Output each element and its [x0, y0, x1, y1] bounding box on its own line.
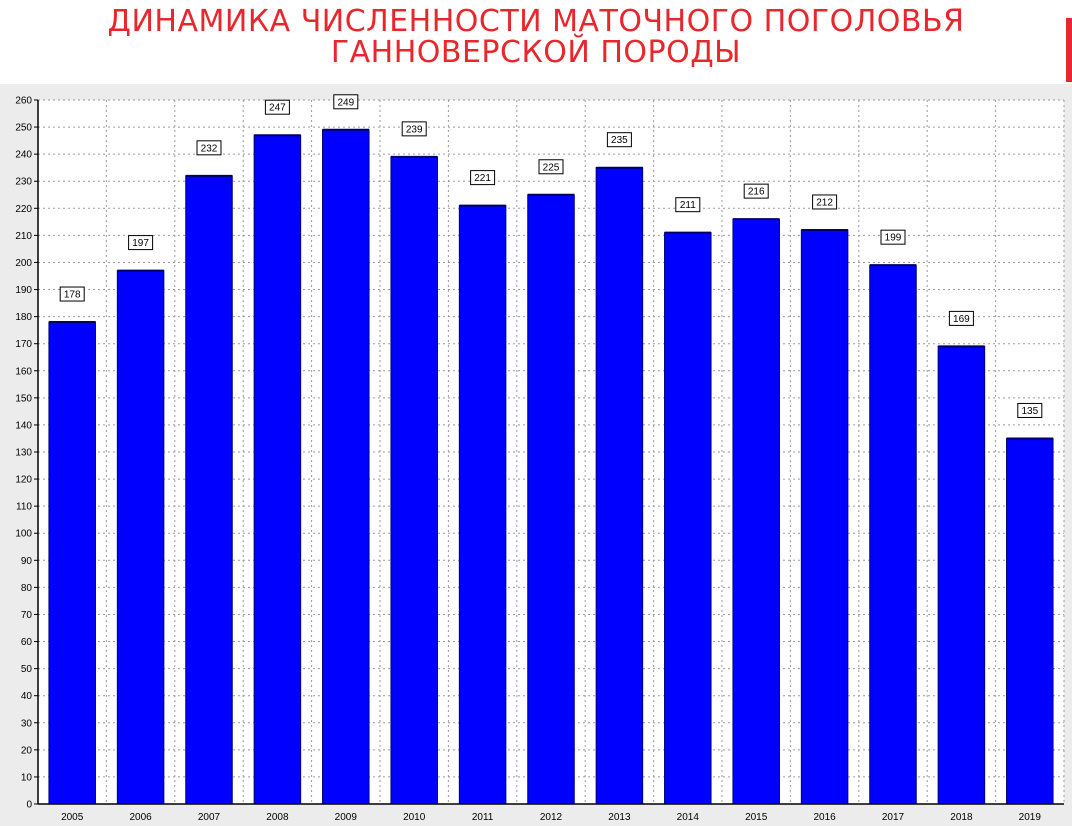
y-tick-label: 170 [15, 339, 32, 350]
x-tick-label: 2005 [61, 812, 84, 823]
data-label: 221 [474, 173, 491, 184]
data-label-box [538, 159, 564, 175]
data-label-box [812, 194, 838, 210]
x-tick-label: 2006 [129, 812, 152, 823]
data-label: 178 [64, 290, 81, 301]
data-label: 211 [680, 200, 696, 211]
data-label-box [196, 140, 222, 156]
data-label: 225 [543, 162, 560, 173]
y-tick-label: 200 [15, 258, 32, 269]
title-line-2: ГАННОВЕРСКОЙ ПОРОДЫ [330, 35, 742, 70]
bar [390, 156, 438, 805]
y-tick-label: 210 [15, 231, 32, 242]
y-tick-label: 240 [15, 150, 32, 161]
data-label-box [59, 286, 85, 302]
y-tick-label: 100 [15, 529, 32, 540]
data-label-box [401, 121, 427, 137]
accent-bar [1066, 18, 1072, 82]
x-tick-label: 2010 [403, 812, 426, 823]
data-label-box [128, 235, 154, 251]
y-tick-label: 140 [15, 420, 32, 431]
y-tick-label: 260 [15, 96, 32, 107]
x-tick-label: 2013 [608, 812, 631, 823]
slide-title: ДИНАМИКА ЧИСЛЕННОСТИ МАТОЧНОГО ПОГОЛОВЬЯ… [0, 6, 1072, 68]
x-tick-label: 2007 [198, 812, 221, 823]
y-tick-label: 40 [21, 691, 33, 702]
bar [1006, 437, 1054, 805]
y-tick-label: 110 [16, 502, 32, 513]
bar [664, 232, 712, 805]
y-tick-label: 0 [26, 800, 32, 811]
bar [800, 229, 849, 805]
bar [527, 194, 575, 805]
y-tick-label: 120 [15, 475, 32, 486]
y-tick-label: 150 [15, 393, 32, 404]
bar [595, 167, 644, 805]
y-tick-label: 130 [15, 448, 32, 459]
x-tick-label: 2018 [950, 812, 973, 823]
data-label-box [470, 170, 496, 186]
data-label: 216 [748, 187, 765, 198]
data-label-box [606, 132, 632, 148]
y-tick-label: 160 [15, 366, 32, 377]
data-label-box [675, 197, 701, 213]
y-tick-label: 180 [15, 312, 32, 323]
x-tick-label: 2017 [882, 812, 905, 823]
x-tick-label: 2015 [745, 812, 768, 823]
title-line-1: ДИНАМИКА ЧИСЛЕННОСТИ МАТОЧНОГО ПОГОЛОВЬЯ [107, 4, 965, 39]
data-label: 199 [885, 233, 902, 244]
bar [185, 175, 233, 805]
y-tick-label: 220 [15, 204, 32, 215]
bar-chart: 0 10 20 30 40 50 60 70 80 90 100 110 120 130 140 150 160… [15, 94, 1065, 823]
bar [732, 218, 780, 805]
bar [322, 129, 370, 805]
data-label: 169 [953, 314, 970, 325]
data-label: 135 [1021, 406, 1038, 417]
bar [48, 321, 96, 805]
data-label: 197 [132, 238, 149, 249]
data-label: 212 [816, 197, 833, 208]
bar [116, 270, 165, 805]
x-tick-label: 2011 [472, 812, 494, 823]
y-tick-label: 30 [21, 718, 33, 729]
data-label-box [743, 183, 769, 199]
data-label-box [264, 99, 290, 115]
data-label: 247 [269, 103, 286, 114]
data-label: 249 [337, 97, 354, 108]
y-tick-label: 230 [15, 177, 32, 188]
data-label: 235 [611, 135, 628, 146]
data-label: 232 [201, 143, 218, 154]
x-tick-label: 2016 [813, 812, 836, 823]
x-tick-label: 2014 [677, 812, 700, 823]
y-tick-label: 250 [15, 123, 32, 134]
y-tick-label: 70 [21, 610, 33, 621]
data-label-box [948, 310, 974, 326]
bar [458, 205, 507, 805]
x-tick-label: 2019 [1019, 812, 1042, 823]
data-label-box [880, 229, 906, 245]
y-tick-label: 90 [21, 556, 33, 567]
x-tick-label: 2009 [335, 812, 358, 823]
y-tick-label: 50 [21, 664, 33, 675]
x-tick-label: 2008 [266, 812, 289, 823]
y-tick-label: 60 [21, 637, 33, 648]
y-tick-label: 80 [21, 583, 33, 594]
bar [869, 264, 917, 805]
data-label-box [333, 94, 359, 110]
bar [253, 134, 302, 805]
y-tick-label: 20 [21, 745, 33, 756]
y-tick-label: 190 [15, 285, 32, 296]
data-label: 239 [406, 124, 423, 135]
data-label-box [1017, 402, 1043, 418]
y-tick-label: 10 [21, 772, 33, 783]
x-tick-label: 2012 [540, 812, 563, 823]
bar [937, 345, 986, 805]
